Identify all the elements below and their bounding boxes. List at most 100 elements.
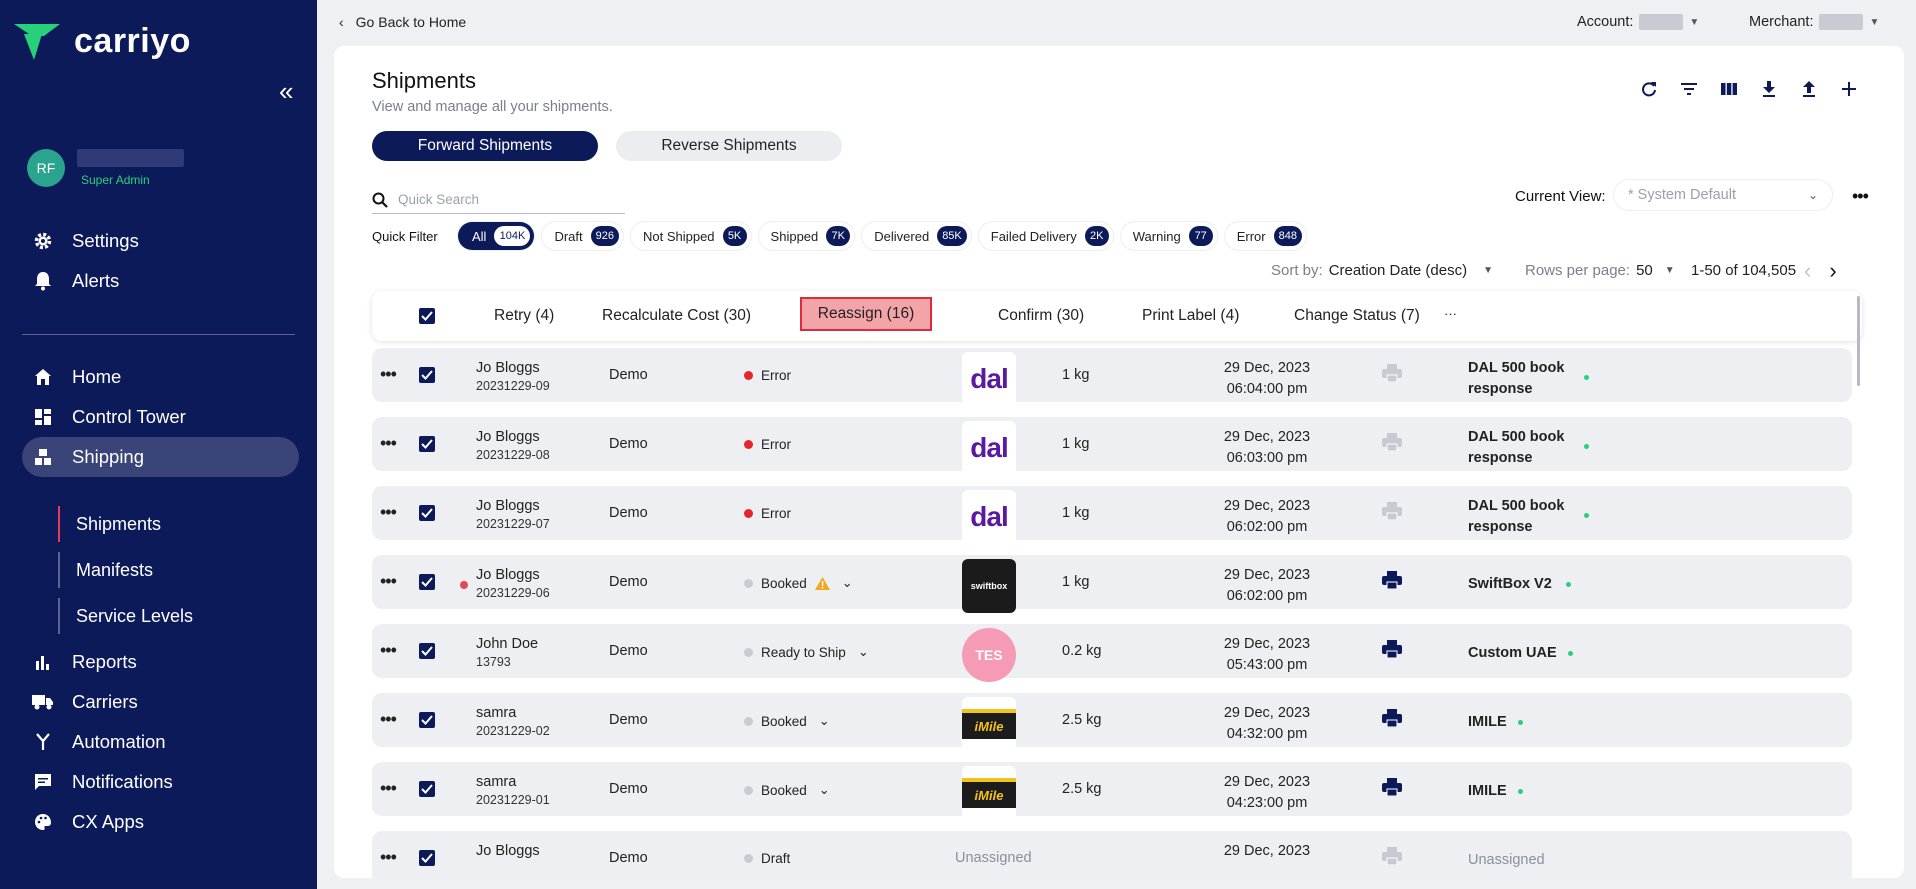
pagination-arrows: ‹ › xyxy=(1804,258,1837,284)
row-checkbox[interactable] xyxy=(419,436,435,452)
current-view-value: * System Default xyxy=(1628,187,1736,203)
row-checkbox[interactable] xyxy=(419,850,435,866)
print-label-icon[interactable] xyxy=(1382,571,1402,594)
sidebar-item-settings[interactable]: Settings xyxy=(22,221,299,261)
tab-forward-shipments[interactable]: Forward Shipments xyxy=(372,131,598,161)
row-more-icon[interactable]: ••• xyxy=(380,709,397,729)
row-checkbox[interactable] xyxy=(419,505,435,521)
upload-icon[interactable] xyxy=(1800,80,1818,98)
row-checkbox[interactable] xyxy=(419,367,435,383)
status[interactable]: Booked ⌄ xyxy=(744,575,853,591)
sidebar-item-alerts[interactable]: Alerts xyxy=(22,261,299,301)
print-label-button[interactable]: Print Label (4) xyxy=(1142,307,1240,324)
print-label-icon[interactable] xyxy=(1382,778,1402,801)
table-row[interactable]: ••• John Doe 13793 Demo Ready to Ship ⌄ … xyxy=(372,624,1852,682)
sidebar-item-cx-apps[interactable]: CX Apps xyxy=(22,802,299,842)
status-dot xyxy=(744,440,753,449)
print-label-icon[interactable] xyxy=(1382,640,1402,663)
sidebar-item-carriers[interactable]: Carriers xyxy=(22,682,299,722)
print-label-icon[interactable] xyxy=(1382,709,1402,732)
row-more-icon[interactable]: ••• xyxy=(380,364,397,384)
print-label-icon[interactable] xyxy=(1382,433,1402,456)
date: 29 Dec, 2023 xyxy=(1223,843,1311,859)
rows-per-page-control[interactable]: Rows per page: 50 ▼ xyxy=(1525,262,1675,279)
download-icon[interactable] xyxy=(1760,80,1778,98)
chevron-left-icon[interactable]: ‹ xyxy=(1804,258,1812,283)
print-label-icon[interactable] xyxy=(1382,364,1402,387)
sidebar-item-home[interactable]: Home xyxy=(22,357,299,397)
print-label-icon[interactable] xyxy=(1382,847,1402,870)
collapse-sidebar-icon[interactable]: « xyxy=(279,76,294,106)
check-icon xyxy=(421,715,433,725)
status: Draft xyxy=(744,851,790,866)
row-more-icon[interactable]: ••• xyxy=(380,571,397,591)
sidebar-item-control-tower[interactable]: Control Tower xyxy=(22,397,299,437)
plus-icon[interactable] xyxy=(1840,80,1858,98)
row-more-icon[interactable]: ••• xyxy=(380,640,397,660)
filter-chip-draft[interactable]: Draft 926 xyxy=(542,222,623,250)
merchant-selector[interactable]: Merchant: ▼ xyxy=(1749,14,1879,30)
filter-chip-shipped[interactable]: Shipped 7K xyxy=(758,222,855,250)
filter-chip-not-shipped[interactable]: Not Shipped 5K xyxy=(630,222,751,250)
chip-count: 926 xyxy=(590,226,619,246)
change-status-button[interactable]: Change Status (7) xyxy=(1294,307,1420,324)
sidebar-subitem-service-levels[interactable]: Service Levels xyxy=(58,598,193,634)
row-checkbox[interactable] xyxy=(419,712,435,728)
customer-name: samra xyxy=(476,774,517,790)
row-more-icon[interactable]: ••• xyxy=(380,433,397,453)
sidebar-item-automation[interactable]: Automation xyxy=(22,722,299,762)
scrollbar[interactable] xyxy=(1857,296,1860,386)
select-all-checkbox[interactable] xyxy=(419,308,435,324)
row-checkbox[interactable] xyxy=(419,643,435,659)
filter-chip-failed-delivery[interactable]: Failed Delivery 2K xyxy=(978,222,1113,250)
status[interactable]: Ready to Ship ⌄ xyxy=(744,644,869,660)
row-checkbox[interactable] xyxy=(419,781,435,797)
status[interactable]: Booked ⌄ xyxy=(744,782,830,798)
chevron-right-icon[interactable]: › xyxy=(1829,258,1837,283)
current-view-select[interactable]: * System Default ⌄ xyxy=(1614,180,1832,210)
sidebar-item-notifications[interactable]: Notifications xyxy=(22,762,299,802)
merchant-label: Merchant: xyxy=(1749,14,1814,30)
filter-chip-warning[interactable]: Warning 77 xyxy=(1120,222,1217,250)
filter-chip-all[interactable]: All 104K xyxy=(458,222,535,250)
table-row[interactable]: ••• Jo Bloggs Demo Draft Unassigned 29 D… xyxy=(372,831,1852,878)
print-label-icon[interactable] xyxy=(1382,502,1402,525)
row-more-icon[interactable]: ••• xyxy=(380,847,397,867)
row-more-icon[interactable]: ••• xyxy=(380,502,397,522)
brand-logo[interactable]: carriyo xyxy=(14,20,191,62)
caret-down-icon: ▼ xyxy=(1483,265,1493,276)
sidebar-item-shipping[interactable]: Shipping xyxy=(22,437,299,477)
table-row[interactable]: ••• samra 20231229-01 Demo Booked ⌄ iMil… xyxy=(372,762,1852,820)
filter-chip-delivered[interactable]: Delivered 85K xyxy=(862,222,971,250)
warning-icon xyxy=(814,576,830,590)
back-link[interactable]: ‹ Go Back to Home xyxy=(339,14,466,30)
more-options-icon[interactable]: ••• xyxy=(1852,186,1869,206)
filter-chip-error[interactable]: Error 848 xyxy=(1224,222,1306,250)
table-row[interactable]: ••• Jo Bloggs 20231229-07 Demo Error dal… xyxy=(372,486,1852,544)
status[interactable]: Booked ⌄ xyxy=(744,713,830,729)
row-checkbox[interactable] xyxy=(419,574,435,590)
search-input[interactable] xyxy=(398,192,608,207)
recalculate-cost-button[interactable]: Recalculate Cost (30) xyxy=(602,307,752,324)
refresh-icon[interactable] xyxy=(1640,80,1658,98)
sidebar-subitem-shipments[interactable]: Shipments xyxy=(58,506,161,542)
columns-icon[interactable] xyxy=(1720,80,1738,98)
chip-label: Warning xyxy=(1132,228,1181,244)
table-row[interactable]: ••• Jo Bloggs 20231229-06 Demo Booked ⌄ … xyxy=(372,555,1852,613)
filter-icon[interactable] xyxy=(1680,80,1698,98)
sort-control[interactable]: Sort by: Creation Date (desc) ▼ xyxy=(1271,262,1493,279)
more-actions-button[interactable]: ··· xyxy=(1444,306,1457,321)
table-row[interactable]: ••• Jo Bloggs 20231229-08 Demo Error dal… xyxy=(372,417,1852,475)
sidebar-subitem-manifests[interactable]: Manifests xyxy=(58,552,153,588)
time: 05:43:00 pm xyxy=(1226,657,1308,674)
tab-reverse-shipments[interactable]: Reverse Shipments xyxy=(616,131,842,161)
table-row[interactable]: ••• Jo Bloggs 20231229-09 Demo Error dal… xyxy=(372,348,1852,406)
confirm-button[interactable]: Confirm (30) xyxy=(998,307,1085,324)
table-row[interactable]: ••• samra 20231229-02 Demo Booked ⌄ iMil… xyxy=(372,693,1852,751)
sidebar-item-reports[interactable]: Reports xyxy=(22,642,299,682)
user-profile[interactable]: RF Super Admin xyxy=(27,149,184,187)
retry-button[interactable]: Retry (4) xyxy=(494,307,555,324)
row-more-icon[interactable]: ••• xyxy=(380,778,397,798)
account-selector[interactable]: Account: ▼ xyxy=(1577,14,1699,30)
reassign-button[interactable]: Reassign (16) xyxy=(800,297,932,331)
